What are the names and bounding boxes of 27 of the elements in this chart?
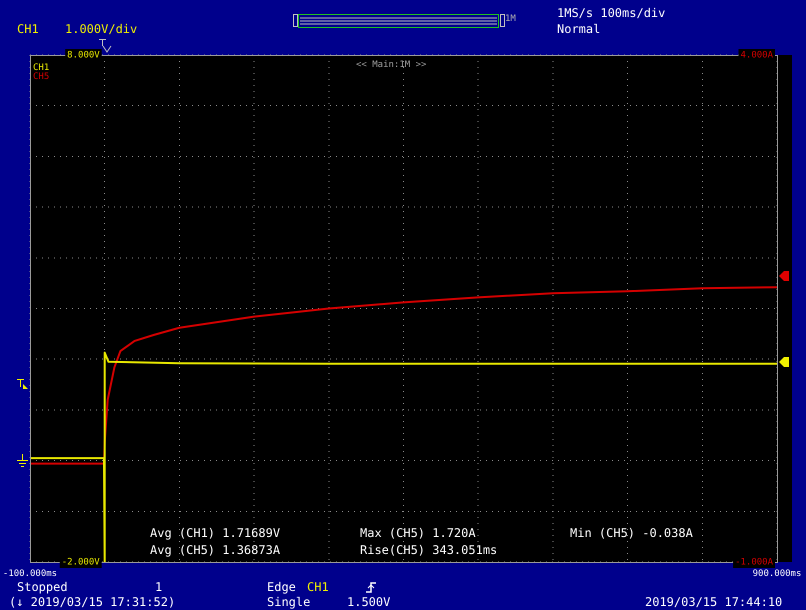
text: CH1 <box>17 22 39 36</box>
text: 1.500V <box>347 595 390 609</box>
text: CH5 <box>33 72 50 82</box>
text: CH1 <box>307 580 329 594</box>
x-tick-label: 900.000ms <box>752 568 802 579</box>
annotation: << Main:1M >> <box>356 60 426 71</box>
annotation: Max (CH5) 1.720A <box>360 526 476 540</box>
text: 2019/03/15 17:44:10 <box>645 595 782 609</box>
y-tick-label: 8.000V <box>67 50 100 60</box>
y2-tick-label: -1.000A <box>735 557 774 568</box>
text: CH1 <box>33 62 50 73</box>
text: Stopped <box>17 580 68 594</box>
text: Edge <box>267 580 296 594</box>
y2-tick-label: 4.000A <box>740 50 774 60</box>
y-tick-label: -2.000V <box>62 557 100 568</box>
text: 1.000V/div <box>65 22 138 36</box>
text: (↓ 2019/03/15 17:31:52) <box>9 595 176 609</box>
text: 1 <box>155 580 162 594</box>
annotation: Min (CH5) -0.038A <box>570 526 693 540</box>
text: 1M <box>505 14 516 25</box>
annotation: Avg (CH1) 1.71689V <box>150 526 280 540</box>
annotation: Avg (CH5) 1.36873A <box>150 543 280 557</box>
annotation: Rise(CH5) 343.051ms <box>360 543 498 557</box>
text: Normal <box>557 22 600 36</box>
x-tick-label: -100.000ms <box>2 568 58 579</box>
text: Single <box>267 595 310 609</box>
text: 1MS/s 100ms/div <box>557 6 666 20</box>
